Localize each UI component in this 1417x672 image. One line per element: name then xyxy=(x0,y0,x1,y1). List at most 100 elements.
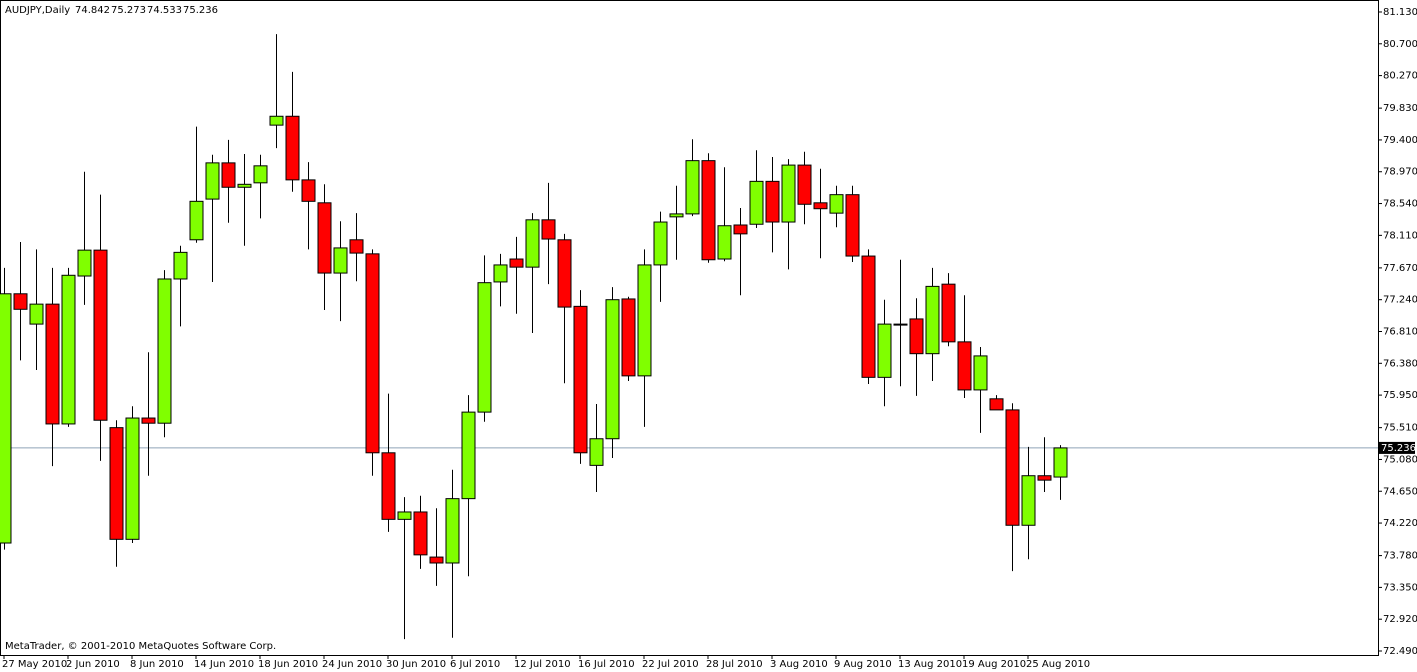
y-tick-label: 75.950 xyxy=(1383,390,1417,401)
y-tick-label: 77.670 xyxy=(1383,263,1417,274)
x-tick-label: 2 Jun 2010 xyxy=(66,659,120,670)
candle-body xyxy=(973,355,988,391)
x-tick-label: 6 Jul 2010 xyxy=(450,659,500,670)
candle-body xyxy=(413,511,428,556)
candle-body xyxy=(541,219,556,240)
candle-body xyxy=(813,202,828,210)
x-tick-label: 3 Aug 2010 xyxy=(770,659,828,670)
candle-body xyxy=(349,239,364,254)
y-tick-label: 78.110 xyxy=(1383,230,1417,241)
candle-body xyxy=(1021,475,1036,526)
candle-body xyxy=(157,278,172,424)
candle-body xyxy=(317,202,332,274)
candle-body xyxy=(749,180,764,225)
candle-body xyxy=(829,194,844,214)
x-tick-label: 12 Jul 2010 xyxy=(514,659,571,670)
x-tick-label: 9 Aug 2010 xyxy=(834,659,892,670)
candle-body xyxy=(0,293,12,544)
y-tick-label: 75.510 xyxy=(1383,423,1417,434)
candle-body xyxy=(701,160,716,261)
candle-body xyxy=(989,398,1004,411)
candle-body xyxy=(269,115,284,126)
candle-body xyxy=(1037,475,1052,481)
candle-body xyxy=(893,323,908,326)
candle-body xyxy=(77,249,92,277)
candle-body xyxy=(429,556,444,564)
x-tick-label: 30 Jun 2010 xyxy=(386,659,446,670)
candle-body xyxy=(205,162,220,200)
x-tick-label: 28 Jul 2010 xyxy=(706,659,763,670)
candle-body xyxy=(509,258,524,268)
candle-body xyxy=(109,427,124,540)
candle-body xyxy=(589,438,604,466)
y-tick-label: 73.350 xyxy=(1383,582,1417,593)
candle-body xyxy=(573,305,588,454)
x-tick-label: 13 Aug 2010 xyxy=(898,659,962,670)
candle-body xyxy=(221,162,236,188)
candle-body xyxy=(397,511,412,520)
y-tick-label: 80.270 xyxy=(1383,71,1417,82)
candle-body xyxy=(669,213,684,218)
y-tick-label: 79.400 xyxy=(1383,135,1417,146)
x-tick-label: 16 Jul 2010 xyxy=(578,659,635,670)
y-tick-label: 76.810 xyxy=(1383,326,1417,337)
candle-body xyxy=(1005,409,1020,526)
candle-body xyxy=(61,274,76,425)
candle-body xyxy=(1053,447,1068,478)
footer: MetaTrader, © 2001-2010 MetaQuotes Softw… xyxy=(5,641,276,652)
header-value: 74.533 xyxy=(147,5,182,16)
y-tick-label: 74.220 xyxy=(1383,518,1417,529)
x-tick-label: 27 May 2010 xyxy=(2,659,67,670)
candle-body xyxy=(653,221,668,266)
candle-body xyxy=(333,247,348,274)
candle-body xyxy=(493,264,508,283)
candle-body xyxy=(861,255,876,378)
y-tick-label: 77.240 xyxy=(1383,295,1417,306)
candle-body xyxy=(365,253,380,454)
candle-body xyxy=(285,115,300,181)
candle-body xyxy=(957,341,972,391)
last-price-box xyxy=(1379,441,1415,454)
candle-body xyxy=(381,452,396,520)
y-tick-label: 73.780 xyxy=(1383,551,1417,562)
candle-body xyxy=(125,417,140,540)
x-tick-label: 14 Jun 2010 xyxy=(194,659,254,670)
candle-body xyxy=(717,225,732,260)
candle-body xyxy=(141,417,156,424)
y-tick-label: 81.130 xyxy=(1383,7,1417,18)
candle-body xyxy=(685,160,700,215)
y-tick-label: 78.970 xyxy=(1383,167,1417,178)
x-tick-label: 18 Jun 2010 xyxy=(258,659,318,670)
candle-body xyxy=(557,239,572,308)
candle-body xyxy=(253,165,268,184)
header-value: 74.842 xyxy=(75,5,110,16)
x-tick-label: 25 Aug 2010 xyxy=(1026,659,1090,670)
y-tick-label: 72.920 xyxy=(1383,614,1417,625)
candle-body xyxy=(845,194,860,257)
y-tick-label: 76.380 xyxy=(1383,358,1417,369)
candle-body xyxy=(637,264,652,377)
candle-body xyxy=(173,251,188,280)
candle-body xyxy=(781,164,796,223)
candle-body xyxy=(797,164,812,205)
candle-body xyxy=(733,224,748,235)
candle-body xyxy=(877,323,892,378)
candle-body xyxy=(925,285,940,355)
candle-body xyxy=(445,498,460,564)
last-price-label: 75.236 xyxy=(1381,443,1416,454)
y-tick-label: 79.830 xyxy=(1383,103,1417,114)
candle-body xyxy=(13,293,28,310)
candle-body xyxy=(29,303,44,325)
candle-body xyxy=(461,411,476,500)
y-tick-label: 78.540 xyxy=(1383,199,1417,210)
candle-body xyxy=(93,249,108,421)
chart-title: AUDJPY,Daily xyxy=(5,5,70,16)
candle-body xyxy=(45,303,60,425)
candle-body xyxy=(909,318,924,355)
x-tick-label: 22 Jul 2010 xyxy=(642,659,699,670)
y-tick-label: 74.650 xyxy=(1383,486,1417,497)
candle-body xyxy=(525,219,540,268)
candle-body xyxy=(765,180,780,223)
